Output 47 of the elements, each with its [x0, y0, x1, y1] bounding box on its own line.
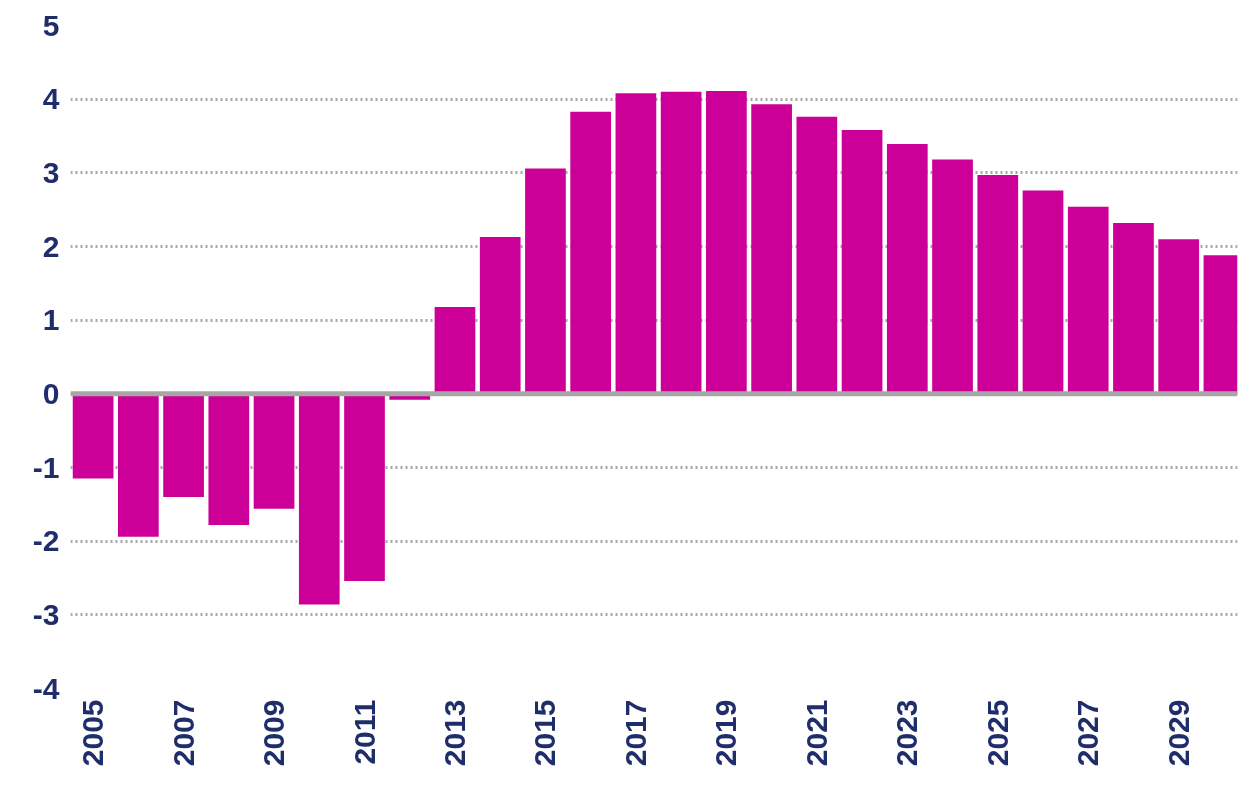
y-tick-label: 1 — [42, 303, 60, 337]
x-tick-label: 2005 — [76, 699, 110, 767]
x-tick-label: 2015 — [528, 699, 562, 767]
y-tick-label: 2 — [42, 229, 60, 263]
y-tick-label: -2 — [32, 524, 60, 558]
bar — [1022, 190, 1064, 394]
x-tick-label: 2019 — [709, 699, 743, 767]
bar — [72, 393, 114, 479]
bar — [434, 306, 476, 394]
y-tick-label: 3 — [42, 155, 60, 189]
bar — [525, 168, 566, 394]
y-tick-label: 0 — [42, 376, 60, 410]
x-tick-label: 2013 — [437, 699, 471, 767]
y-tick-label: -1 — [32, 450, 60, 484]
bar — [841, 130, 883, 394]
y-tick-label: 5 — [42, 8, 60, 42]
x-tick-label: 2023 — [890, 699, 924, 767]
bar — [932, 159, 973, 394]
bar — [796, 116, 838, 394]
bar — [344, 393, 385, 581]
bar — [479, 236, 521, 394]
bar — [117, 393, 159, 537]
bar — [1113, 222, 1154, 394]
bar — [163, 393, 204, 497]
x-tick-label: 2025 — [980, 699, 1014, 767]
x-tick-label: 2029 — [1161, 699, 1195, 767]
x-tick-label: 2017 — [618, 699, 652, 767]
x-tick-label: 2009 — [257, 699, 291, 767]
bar — [208, 393, 250, 525]
y-tick-label: -4 — [32, 671, 60, 705]
bar — [615, 93, 657, 394]
x-tick-label: 2007 — [166, 699, 200, 767]
x-tick-label: 2021 — [799, 699, 833, 767]
bar — [253, 393, 295, 509]
bar — [751, 104, 792, 394]
bar — [1158, 239, 1200, 394]
bar — [1067, 206, 1109, 394]
bar — [886, 144, 928, 394]
bar — [660, 91, 702, 394]
bar — [570, 111, 612, 394]
x-tick-label: 2027 — [1071, 699, 1105, 767]
x-tick-label: 2011 — [347, 699, 381, 765]
bar — [706, 91, 747, 394]
bar — [977, 175, 1019, 394]
y-tick-label: -3 — [32, 597, 60, 631]
bar — [298, 393, 340, 605]
y-tick-label: 4 — [42, 82, 60, 116]
